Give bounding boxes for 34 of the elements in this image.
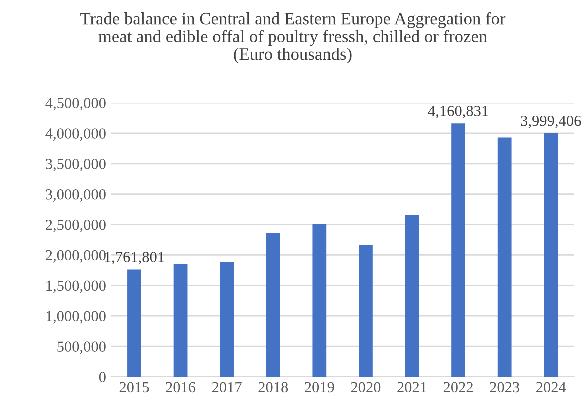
y-tick-label: 500,000 xyxy=(58,342,106,354)
data-label: 3,999,406 xyxy=(521,116,582,128)
x-tick-label: 2024 xyxy=(536,382,566,393)
y-tick-label: 4,000,000 xyxy=(46,128,106,142)
y-tick-label: 3,000,000 xyxy=(46,189,106,202)
y-tick-label: 1,500,000 xyxy=(46,280,106,294)
bar xyxy=(405,215,420,377)
x-tick-label: 2021 xyxy=(398,382,427,393)
x-tick-label: 2015 xyxy=(120,382,150,393)
bar xyxy=(266,233,280,377)
bar xyxy=(220,262,234,377)
y-tick-label: 2,000,000 xyxy=(46,250,106,263)
y-tick-label: 0 xyxy=(99,372,106,382)
y-tick-label: 1,000,000 xyxy=(46,311,106,324)
x-tick-label: 2017 xyxy=(212,382,242,393)
bar xyxy=(544,133,558,377)
x-tick-label: 2022 xyxy=(444,382,473,393)
chart-title: Trade balance in Central and Eastern Europe Aggregation for meat and edible offal of poultry fressh, chilled or frozen (Euro thousands) xyxy=(80,12,506,64)
bar xyxy=(498,138,512,377)
x-tick-label: 2020 xyxy=(351,382,381,393)
x-tick-label: 2023 xyxy=(490,382,520,393)
data-label: 4,160,831 xyxy=(428,106,488,119)
y-tick-label: 4,500,000 xyxy=(46,98,106,111)
bar xyxy=(128,270,142,377)
bar xyxy=(312,224,327,377)
y-tick-label: 2,500,000 xyxy=(46,220,106,232)
x-tick-label: 2018 xyxy=(258,382,288,393)
bar xyxy=(359,245,373,377)
y-tick-label: 3,500,000 xyxy=(46,159,106,172)
x-tick-label: 2019 xyxy=(305,382,334,393)
bar xyxy=(174,264,188,377)
bar xyxy=(452,124,466,377)
x-tick-label: 2016 xyxy=(166,382,196,393)
data-label: 1,761,801 xyxy=(105,252,164,265)
